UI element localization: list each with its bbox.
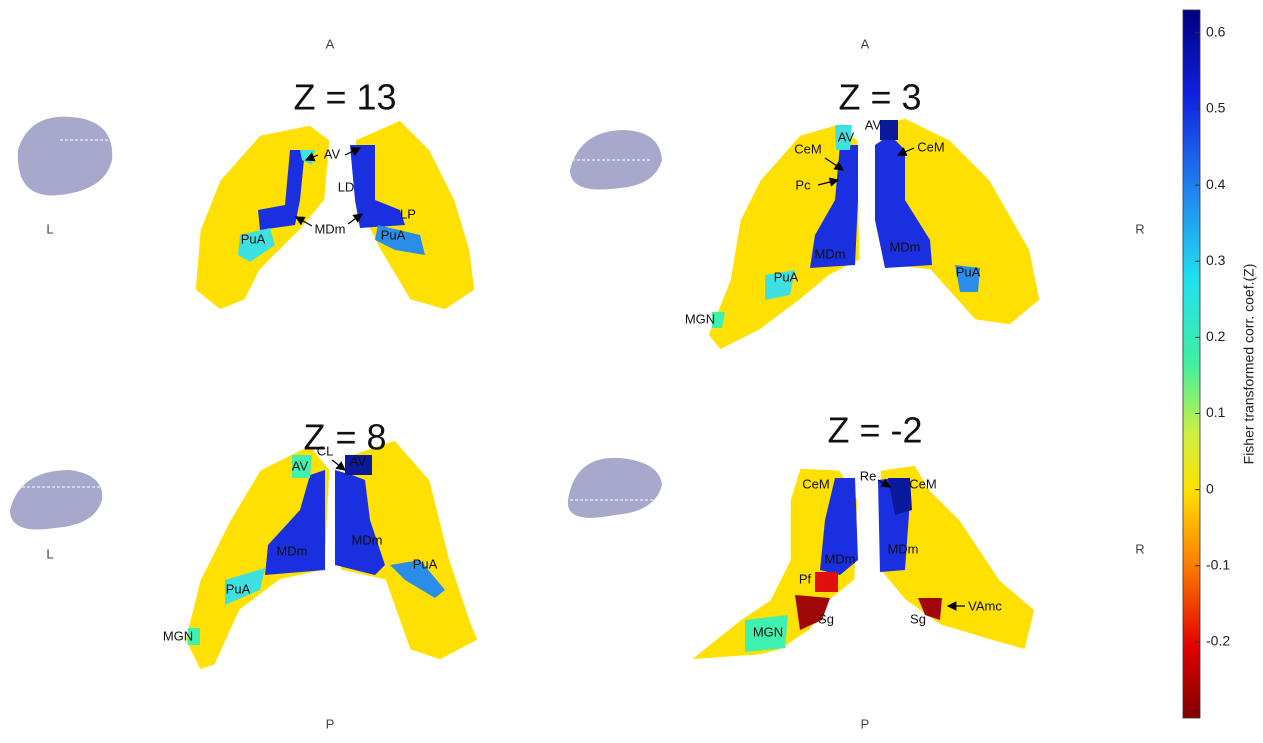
inset-brain — [18, 117, 112, 196]
orientation-label: A — [861, 36, 870, 51]
colorbar-tick-label: 0.2 — [1206, 328, 1226, 344]
panel: Z = 13 A L AV LD LP MDm PuA PuA — [18, 36, 475, 310]
region-label: LD — [338, 179, 355, 194]
region-label: CL — [317, 443, 334, 458]
region-label: Sg — [910, 611, 926, 626]
region-label: Pf — [799, 571, 812, 586]
region-label: Pc — [795, 177, 811, 192]
panel: Z = 8 P L CL AV AV MDm MDm PuA PuA MGN — [10, 417, 478, 732]
colorbar-gradient — [1183, 10, 1200, 718]
region-label: PuA — [956, 264, 981, 279]
region-label: AV — [838, 129, 855, 144]
region-label: MDm — [314, 221, 345, 236]
colorbar-tick-label: -0.1 — [1206, 556, 1230, 572]
panel: Z = -2 P R Re CeM CeM MDm MDm Pf Sg Sg V… — [568, 410, 1145, 732]
region-label: MDm — [887, 541, 918, 556]
colorbar-tick-label: 0.1 — [1206, 404, 1226, 420]
region-label: VAmc — [968, 598, 1002, 613]
colorbar-tick-label: 0.5 — [1206, 100, 1226, 116]
orientation-label: A — [326, 36, 335, 51]
orientation-label: L — [46, 221, 53, 236]
region-label: PuA — [241, 231, 266, 246]
inset-brain — [10, 470, 102, 530]
region-label: MGN — [685, 311, 715, 326]
region-label: MGN — [753, 624, 783, 639]
region-label: PuA — [381, 227, 406, 242]
orientation-label: R — [1135, 221, 1144, 236]
region-label: MDm — [814, 246, 845, 261]
colorbar-label: Fisher transformed corr. coef.(Z) — [1241, 264, 1257, 465]
region-label: Sg — [818, 611, 834, 626]
region-label: MDm — [889, 239, 920, 254]
region-label: AV — [292, 458, 309, 473]
colorbar-tick-label: 0 — [1206, 480, 1214, 496]
region-label: CeM — [909, 476, 936, 491]
region-label: PuA — [226, 581, 251, 596]
region-label: PuA — [413, 556, 438, 571]
colorbar-tick-label: 0.6 — [1206, 24, 1226, 40]
region-label: MDm — [824, 551, 855, 566]
orientation-label: P — [861, 716, 870, 731]
colorbar-tick-label: 0.4 — [1206, 176, 1226, 192]
colorbar-tick-label: -0.2 — [1206, 633, 1230, 649]
region-label: LP — [400, 206, 416, 221]
figure: Z = 13 A L AV LD LP MDm PuA PuA Z = 3 A … — [0, 0, 1263, 743]
orientation-label: R — [1135, 541, 1144, 556]
region-label: PuA — [774, 269, 799, 284]
inset-brain — [568, 458, 662, 518]
panel-title: Z = 3 — [838, 77, 921, 118]
region-label: AV — [865, 117, 882, 132]
region-label: MDm — [351, 532, 382, 547]
colorbar: Fisher transformed corr. coef.(Z) -0.2 -0… — [1183, 10, 1257, 718]
region-label: MDm — [276, 543, 307, 558]
region-label: AV — [324, 146, 341, 161]
panel-title: Z = 13 — [293, 77, 396, 118]
region-label: Re — [860, 468, 877, 483]
region-label: CeM — [802, 476, 829, 491]
region-label: CeM — [917, 139, 944, 154]
orientation-label: L — [46, 546, 53, 561]
orientation-label: P — [326, 716, 335, 731]
panel-title: Z = -2 — [827, 410, 922, 451]
panel: Z = 3 A R CeM AV AV CeM Pc MDm MDm PuA P… — [570, 36, 1145, 350]
colorbar-tick-label: 0.3 — [1206, 252, 1226, 268]
region-label: AV — [350, 453, 367, 468]
region-label: MGN — [163, 628, 193, 643]
region-label: CeM — [794, 141, 821, 156]
